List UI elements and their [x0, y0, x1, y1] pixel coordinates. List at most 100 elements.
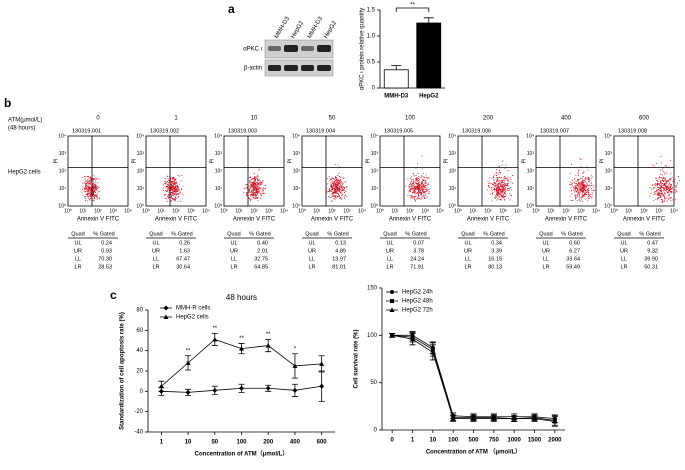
quad-gated: 3.39 [491, 248, 502, 254]
y-log-tick: 10¹ [293, 186, 301, 192]
marker [389, 332, 395, 338]
x-log-tick: 10² [640, 208, 648, 214]
x-log-tick: 10⁴ [436, 208, 444, 214]
x-log-tick: 10⁴ [670, 208, 678, 214]
sample-id: 130319.006 [462, 128, 491, 134]
bar [383, 69, 409, 89]
y-tick-label: 1.0 [367, 34, 376, 40]
legend-marker [163, 305, 169, 311]
y-axis-label: Cell survival rate (%) [354, 329, 360, 388]
quad-gated: 39.90 [644, 256, 658, 262]
conc-label: 400 [561, 116, 572, 122]
sample-id: 130319.008 [618, 128, 647, 134]
y-log-tick: 10⁴ [448, 133, 456, 139]
x-log-tick: 10³ [421, 208, 429, 214]
quad-gated: 2.01 [257, 248, 268, 254]
quad-header: Quad [305, 231, 318, 237]
y-tick-label: 150 [367, 286, 378, 292]
quad-header: Quad [461, 231, 474, 237]
y-axis-label: PI [209, 159, 215, 164]
y-tick-label: 0 [140, 389, 144, 395]
y-log-tick: 10² [605, 168, 613, 174]
x-tick-label: HepG2 [419, 94, 439, 100]
quad-gated: 30.64 [176, 264, 190, 270]
flow-plot-frame [613, 135, 675, 207]
quad-name: UL [308, 240, 315, 246]
quad-name: UR [74, 248, 82, 254]
x-log-tick: 10² [484, 208, 492, 214]
quad-header: Quad [539, 231, 552, 237]
legend-marker [163, 314, 169, 319]
x-axis-label: Annexin V FITC [311, 217, 354, 223]
y-log-tick: 10⁰ [448, 203, 456, 209]
quad-name: UL [386, 240, 393, 246]
significance-bracket [395, 7, 430, 12]
y-log-tick: 10⁴ [292, 133, 300, 139]
marker [158, 383, 164, 389]
marker [292, 387, 298, 393]
x-axis-label: Concentration of ATM（μmol/L） [195, 450, 289, 458]
x-axis-label: Annexin V FITC [623, 217, 666, 223]
x-log-tick: 10⁰ [298, 208, 306, 214]
quad-name: LR [74, 264, 81, 270]
sample-id: 130319.007 [540, 128, 569, 134]
sample-id: 130319.004 [306, 128, 335, 134]
quad-name: LR [386, 264, 393, 270]
x-axis-label: Annexin V FITC [77, 217, 120, 223]
marker [212, 387, 218, 393]
y-log-tick: 10³ [293, 151, 301, 157]
x-tick-label: 100 [236, 440, 247, 446]
quad-gated: 28.53 [98, 264, 112, 270]
x-log-tick: 10⁴ [202, 208, 210, 214]
y-axis-label: PI [443, 159, 449, 164]
y-log-tick: 10² [527, 168, 535, 174]
y-tick-label: 60 [136, 328, 143, 334]
y-log-tick: 10⁰ [214, 203, 222, 209]
marker [239, 385, 244, 391]
x-axis-label: Annexin V FITC [233, 217, 276, 223]
marker [319, 383, 325, 389]
quad-name: LL [621, 256, 627, 262]
quad-name: LR [152, 264, 159, 270]
quad-name: UL [152, 240, 159, 246]
y-tick-label: 50 [370, 380, 377, 386]
quad-gated: 1.63 [179, 248, 190, 254]
legend-marker [390, 290, 394, 294]
marker [511, 416, 517, 421]
x-tick-label: 600 [317, 440, 328, 446]
marker [265, 385, 271, 391]
x-tick-label: 200 [263, 440, 274, 446]
y-log-tick: 10⁴ [604, 133, 612, 139]
marker [491, 416, 497, 421]
x-log-tick: 10¹ [313, 208, 321, 214]
flow-row-label: HepG2 cells [8, 170, 41, 176]
x-log-tick: 10⁰ [64, 208, 72, 214]
quad-gated: 13.97 [332, 256, 346, 262]
y-log-tick: 10¹ [137, 186, 145, 192]
quad-name: LR [542, 264, 549, 270]
significance: ** [266, 332, 271, 338]
significance: * [294, 346, 297, 352]
y-log-tick: 10² [215, 168, 223, 174]
legend-label: HepG2 48h [402, 299, 433, 305]
quad-header: % Gated [561, 231, 582, 237]
y-log-tick: 10⁰ [604, 203, 612, 209]
bar [416, 22, 442, 89]
quad-header: Quad [149, 231, 162, 237]
x-tick-label: 1500 [528, 438, 542, 444]
y-log-tick: 10³ [527, 151, 535, 157]
y-log-tick: 10¹ [527, 186, 535, 192]
x-tick-label: 1 [160, 440, 164, 446]
conc-label: 1 [174, 116, 178, 122]
y-tick-label: -40 [134, 430, 143, 436]
y-tick-label: 1.5 [367, 8, 376, 14]
quad-header: % Gated [639, 231, 660, 237]
x-log-tick: 10³ [499, 208, 507, 214]
x-log-tick: 10³ [109, 208, 117, 214]
blot-bands [268, 45, 331, 71]
x-axis-label: Annexin V FITC [155, 217, 198, 223]
event-dots [243, 167, 267, 202]
x-log-tick: 10³ [265, 208, 273, 214]
y-tick-label: 100 [367, 333, 378, 339]
quad-name: UL [542, 240, 549, 246]
